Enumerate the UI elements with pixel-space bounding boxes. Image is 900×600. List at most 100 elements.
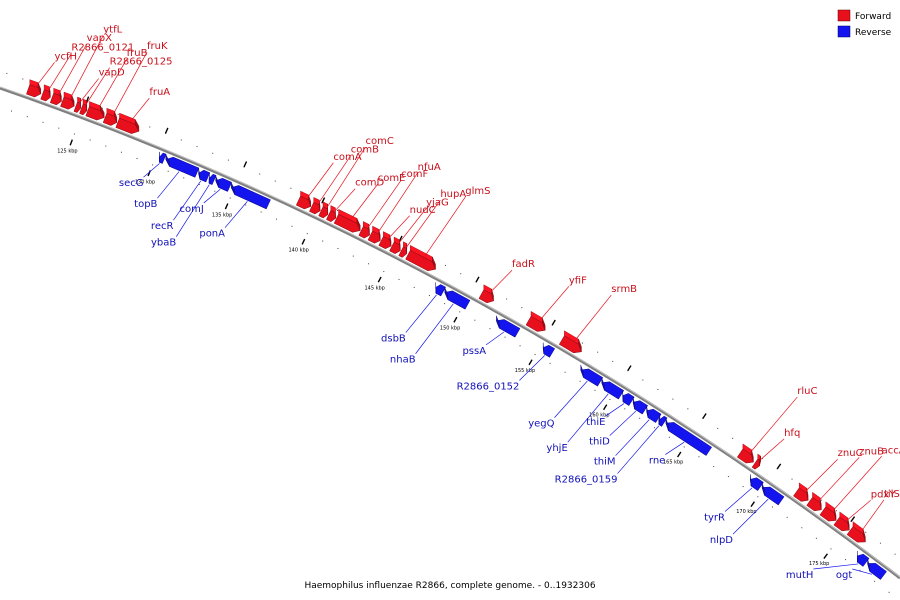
tick-label: 150 kbp bbox=[440, 325, 460, 331]
gene-label-thiM: thiM bbox=[594, 457, 616, 468]
gene-leader-line bbox=[860, 499, 885, 532]
scale-ticks: 125 kbp 130 kbp 135 kbp 140 kbp 145 kbp 150 k… bbox=[6, 72, 896, 593]
minor-tick-dot bbox=[791, 478, 793, 480]
major-tick bbox=[164, 127, 169, 134]
minor-tick-dot bbox=[761, 458, 763, 460]
gene-label-comE: comE bbox=[378, 173, 406, 184]
major-tick bbox=[224, 203, 229, 210]
gene-label-znuC: znuC bbox=[838, 448, 863, 459]
gene-label-comB: comB bbox=[351, 145, 379, 156]
minor-tick-dot bbox=[639, 417, 641, 419]
gene-dsbB bbox=[435, 282, 446, 297]
minor-tick-dot bbox=[167, 170, 169, 172]
gene-leader-line bbox=[724, 487, 753, 512]
gene-label-R2866_0125: R2866_0125 bbox=[110, 57, 173, 68]
gene-leader-line bbox=[605, 403, 625, 417]
minor-tick-dot bbox=[460, 273, 462, 275]
minor-tick-dot bbox=[6, 72, 8, 74]
gene-leader-line bbox=[554, 380, 588, 418]
major-tick bbox=[702, 413, 707, 419]
gene-label-fruK: fruK bbox=[147, 41, 168, 52]
gene-leader-line bbox=[406, 199, 441, 248]
gene-label-pssA: pssA bbox=[462, 346, 486, 357]
tick-label: 160 kbp bbox=[589, 413, 609, 419]
minor-tick-dot bbox=[815, 537, 817, 539]
minor-tick-dot bbox=[564, 371, 566, 373]
gene-label-pdxY: pdxY bbox=[871, 489, 897, 500]
gene-yegQ bbox=[580, 364, 604, 387]
gene-comF bbox=[358, 221, 370, 239]
tick-label: 175 kbp bbox=[809, 561, 829, 567]
major-tick bbox=[850, 516, 856, 522]
backbone-line bbox=[0, 86, 900, 580]
major-tick bbox=[321, 197, 326, 204]
gene-leader-line bbox=[388, 215, 410, 239]
minor-tick-dot bbox=[845, 559, 847, 561]
gene-leader-line bbox=[58, 44, 87, 95]
gene-leader-line bbox=[490, 269, 513, 293]
gene-leader-line bbox=[175, 184, 210, 237]
gene-leader-line bbox=[318, 155, 352, 204]
minor-tick-dot bbox=[227, 159, 229, 161]
gene-comD bbox=[326, 205, 336, 222]
gene-leader-line bbox=[112, 51, 148, 115]
gene-label-vapD: vapD bbox=[99, 68, 125, 79]
gene-leader-line bbox=[485, 331, 505, 346]
major-tick bbox=[627, 365, 632, 372]
gene-leader-line bbox=[519, 355, 545, 381]
minor-tick-dot bbox=[786, 516, 788, 518]
tick-label: 125 kbp bbox=[57, 149, 77, 155]
major-tick bbox=[823, 553, 828, 559]
gene-znuB bbox=[806, 491, 822, 512]
gene-fruK bbox=[102, 107, 118, 126]
gene-leader-line bbox=[97, 59, 127, 109]
minor-tick-dot bbox=[428, 294, 430, 296]
gene-label-topB: topB bbox=[134, 199, 157, 210]
gene-leader-line bbox=[732, 498, 769, 535]
gene-leader-line bbox=[79, 78, 99, 103]
minor-tick-dot bbox=[398, 278, 400, 280]
minor-tick-dot bbox=[713, 466, 715, 468]
gene-leader-line bbox=[813, 563, 859, 570]
gene-leader-line bbox=[405, 294, 437, 333]
gene-nhaB bbox=[444, 287, 471, 310]
minor-tick-dot bbox=[894, 553, 896, 555]
gene-label-rluC: rluC bbox=[797, 386, 817, 397]
minor-tick-dot bbox=[519, 345, 521, 347]
major-tick bbox=[475, 276, 480, 283]
gene-label-comD: comD bbox=[355, 178, 384, 189]
minor-tick-dot bbox=[198, 184, 200, 186]
gene-label-comJ: comJ bbox=[179, 204, 203, 215]
minor-tick-dot bbox=[668, 436, 670, 438]
minor-tick-dot bbox=[322, 240, 324, 242]
minor-tick-dot bbox=[291, 225, 293, 227]
gene-fruA bbox=[115, 112, 140, 134]
gene-label-mutH: mutH bbox=[786, 570, 814, 581]
gene-leader-line bbox=[350, 183, 378, 220]
minor-tick-dot bbox=[549, 362, 551, 364]
gene-leader-line bbox=[69, 35, 104, 99]
minor-tick-dot bbox=[772, 506, 774, 508]
minor-tick-dot bbox=[152, 164, 154, 166]
gene-label-srmB: srmB bbox=[611, 284, 637, 295]
gene-label-hfq: hfq bbox=[784, 428, 800, 439]
major-tick bbox=[243, 161, 248, 168]
genome-backbone bbox=[0, 86, 900, 580]
gene-leader-line bbox=[326, 146, 366, 208]
gene-label-nudC: nudC bbox=[410, 205, 436, 216]
minor-tick-dot bbox=[336, 209, 338, 211]
gene-label-accA: accA bbox=[882, 445, 900, 456]
minor-tick-dot bbox=[290, 187, 292, 189]
minor-tick-dot bbox=[42, 121, 44, 123]
legend-forward-label: Forward bbox=[855, 12, 891, 22]
minor-tick-dot bbox=[624, 408, 626, 410]
minor-tick-dot bbox=[821, 499, 823, 501]
tick-label: 130 kbp bbox=[135, 179, 155, 185]
minor-tick-dot bbox=[274, 180, 276, 182]
gene-mutH bbox=[857, 550, 870, 567]
gene-leader-line bbox=[574, 294, 612, 341]
gene-leader-line bbox=[615, 419, 650, 456]
minor-tick-dot bbox=[11, 110, 13, 112]
gene-label-fruB: fruB bbox=[127, 48, 148, 59]
backbone-highlight bbox=[0, 86, 900, 578]
